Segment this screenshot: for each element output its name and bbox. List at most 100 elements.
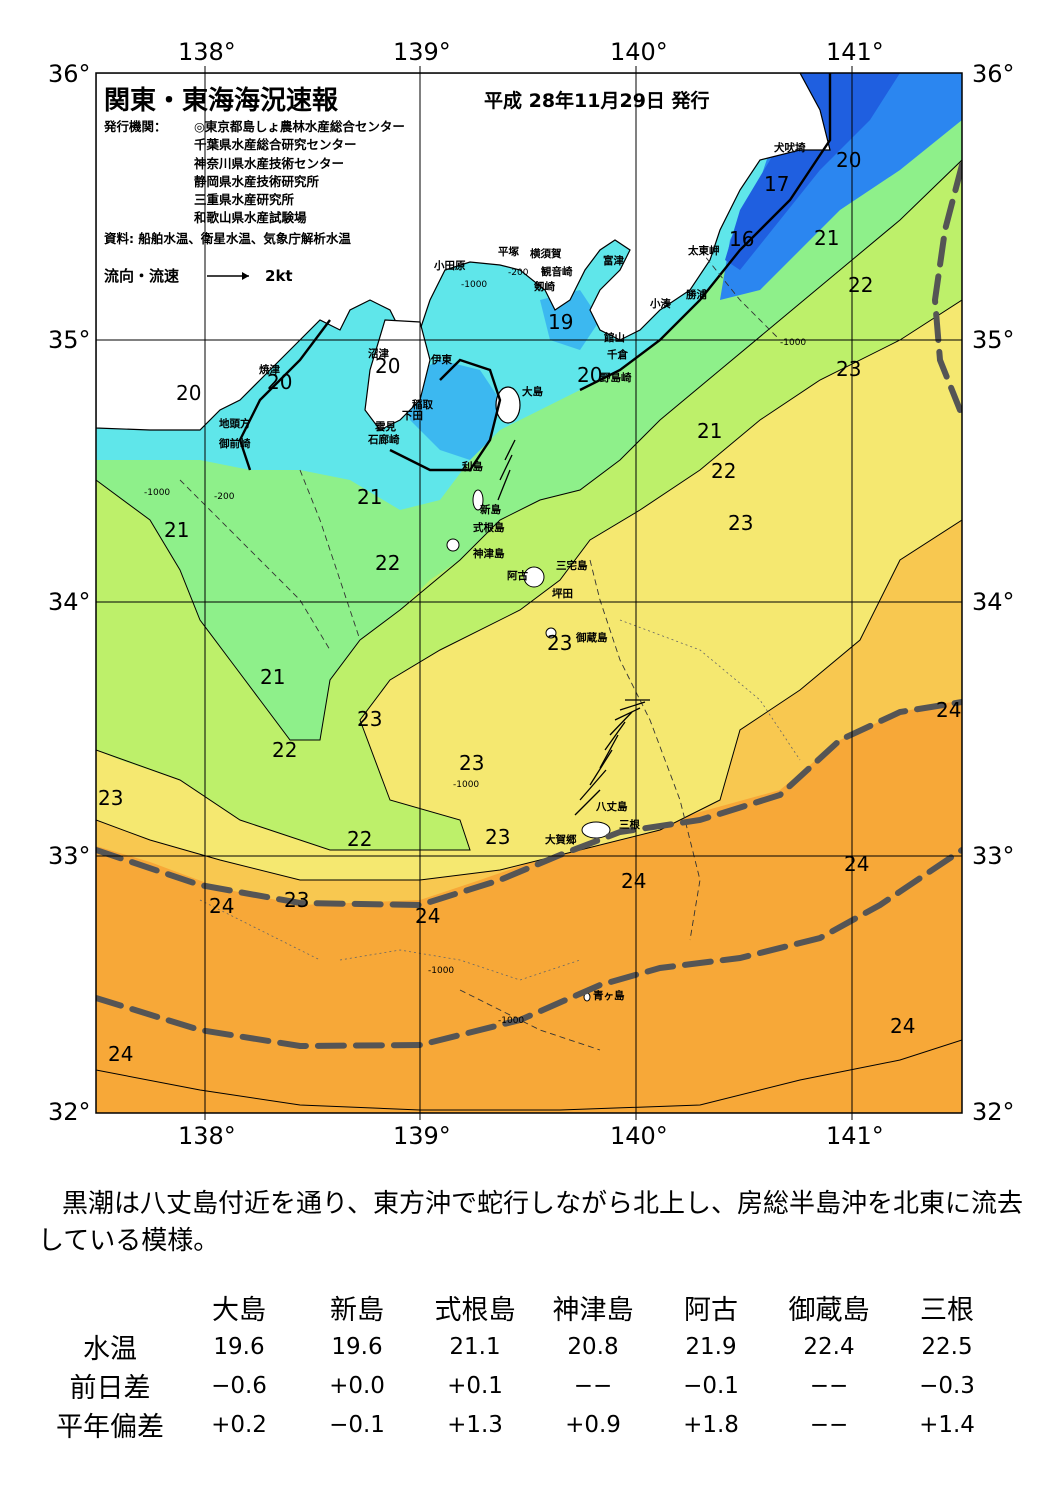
place-label: 式根島 [473,522,505,534]
place-label: 観音崎 [541,266,573,278]
isotherm-label: 20 [836,148,862,172]
island-miyakejima [523,566,545,588]
place-label: 焼津 [259,364,280,376]
place-label: 大賀郷 [545,834,577,846]
place-label: 小湊 [650,298,671,310]
isotherm-label: 22 [848,273,874,297]
lat-label-right: 34° [972,588,1015,616]
depth-label: -200 [508,268,529,278]
isotherm-label: 21 [357,485,383,509]
place-label: 野島崎 [600,372,632,384]
isotherm-label: 24 [890,1014,916,1038]
isotherm-label: 23 [459,751,485,775]
place-label: 御前崎 [219,438,251,450]
zone-19 [400,360,500,460]
table-cell: +0.2 [211,1411,267,1438]
issuer: ◎東京都島しょ農林水産総合センター [194,119,405,134]
place-label: 富津 [603,255,624,267]
lat-label-right: 35° [972,326,1015,354]
legend-label: 流向・流速 [104,267,180,285]
table-cell: 19.6 [331,1333,383,1360]
place-label: 館山 [604,332,625,344]
lon-label-bottom: 141° [826,1122,884,1150]
place-label: 下田 [402,410,423,422]
table-cell: +0.9 [565,1411,621,1438]
isotherm-label: 23 [98,786,124,810]
kuroshio-axis-main [96,699,962,909]
table-cell: 21.1 [449,1333,501,1360]
table-cell: −− [809,1411,849,1438]
isotherm-label: 22 [272,738,298,762]
land-kanto [96,73,831,431]
lon-label-bottom: 138° [178,1122,236,1150]
lat-label-left: 35° [48,326,91,354]
table-cell: −0.1 [329,1411,385,1438]
place-label: 青ヶ島 [593,990,625,1002]
place-label: 石廊崎 [368,434,400,446]
isotherm-label: 24 [621,869,647,893]
kuroshio-axis-south [96,847,962,1050]
data-sources: 資料: 船舶水温、衛星水温、気象庁解析水温 [104,231,351,246]
isotherm-label: 23 [485,825,511,849]
lon-label-top: 138° [178,38,236,66]
issuer-label: 発行機関： [104,119,167,134]
table-row: 水温 19.6 19.6 21.1 20.8 21.9 22.4 22.5 [40,1327,1006,1366]
depth-label: -1000 [428,966,455,976]
lon-label-bottom: 140° [610,1122,668,1150]
table-cell: +1.3 [447,1411,503,1438]
isotherm-label: 24 [936,698,962,722]
depth-label: -1000 [498,1016,525,1026]
isotherm-label: 17 [764,172,790,196]
isotherm-label: 16 [729,227,755,251]
table-cell: −0.3 [919,1372,975,1399]
isotherm-label: 21 [697,419,723,443]
station-header: 御蔵島 [788,1295,870,1326]
lon-label-top: 141° [826,38,884,66]
station-header: 阿古 [684,1295,738,1326]
place-label: 八丈島 [596,801,628,813]
lon-label-top: 139° [393,38,451,66]
table-cell: −0.1 [683,1372,739,1399]
table-cell: −− [573,1372,613,1399]
lat-label-right: 33° [972,842,1015,870]
issuer: 静岡県水産技術研究所 [194,173,320,189]
isotherm-label: 23 [547,631,573,655]
sea-temperature-map [95,66,963,1120]
current-legend: 流向・流速 2kt [104,265,293,286]
depth-label: -1000 [144,488,171,498]
map-frame [95,72,963,1114]
place-label: 三根 [619,819,640,831]
island-oshima [495,386,521,424]
isotherm-label: 24 [844,852,870,876]
place-label: 大島 [522,386,543,398]
table-row: 前日差 −0.6 +0.0 +0.1 −− −0.1 −− −0.3 [40,1366,1006,1405]
place-label: 阿古 [507,570,528,582]
legend-scale: 2kt [265,266,293,285]
table-cell: 22.5 [921,1333,973,1360]
row-label: 水温 [83,1334,137,1365]
table-cell: 21.9 [685,1333,737,1360]
isotherm-label: 19 [548,310,574,334]
table-cell: 20.8 [567,1333,619,1360]
table-cell: +0.1 [447,1372,503,1399]
island-niijima [472,489,484,511]
isotherm-label: 22 [711,459,737,483]
isotherm-label: 22 [375,551,401,575]
lon-label-top: 140° [610,38,668,66]
isotherm-label: 23 [836,357,862,381]
isotherm-label: 21 [164,518,190,542]
issuer-block: 発行機関： ◎東京都島しょ農林水産総合センター 千葉県水産総合研究センター 神奈川… [104,118,405,228]
isotherm-label: 24 [415,904,441,928]
isotherm-label: 24 [209,894,235,918]
table-header-row: 大島 新島 式根島 神津島 阿古 御蔵島 三根 [40,1288,1006,1327]
station-header: 三根 [920,1295,974,1326]
place-label: 御蔵島 [576,632,608,644]
isotherm-label: 21 [814,226,840,250]
place-label: 地頭方 [219,418,251,430]
table-cell: 19.6 [213,1333,265,1360]
lat-label-left: 32° [48,1098,91,1126]
place-label: 坪田 [552,588,573,600]
place-label: 沼津 [368,348,389,360]
lat-label-left: 33° [48,842,91,870]
island-kozushima [446,538,460,552]
